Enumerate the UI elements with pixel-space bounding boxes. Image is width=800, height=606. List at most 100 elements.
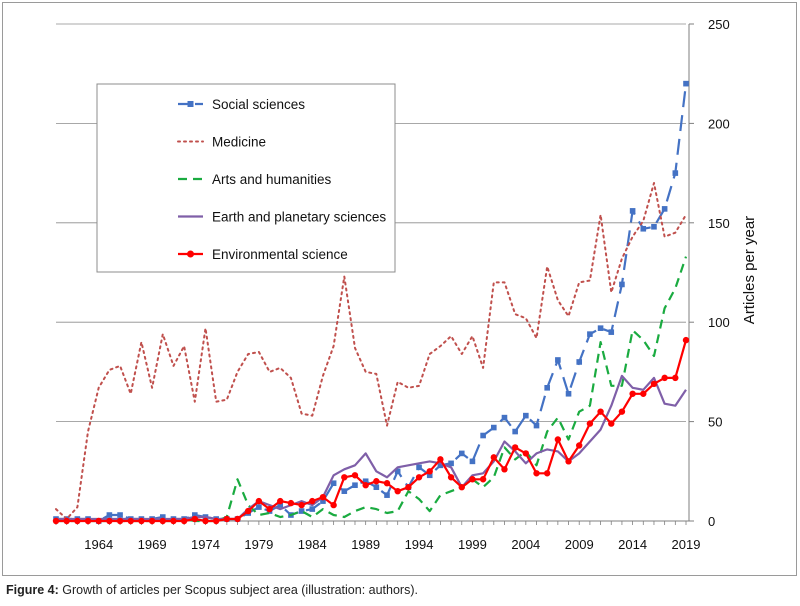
data-point-environmental-science xyxy=(458,484,465,491)
data-point-environmental-science xyxy=(661,374,668,382)
data-point-social-sciences xyxy=(651,223,657,230)
data-point-environmental-science xyxy=(373,478,380,485)
data-point-social-sciences xyxy=(544,385,550,391)
data-point-social-sciences xyxy=(480,432,486,439)
x-tick-label: 1999 xyxy=(458,537,487,552)
caption-text: Growth of articles per Scopus subject ar… xyxy=(58,583,418,597)
data-point-environmental-science xyxy=(245,507,252,515)
legend-label-arts-and-humanities: Arts and humanities xyxy=(212,172,332,187)
data-point-social-sciences xyxy=(117,512,123,518)
x-tick-label: 2019 xyxy=(672,537,701,552)
data-point-environmental-science xyxy=(266,505,273,513)
data-point-environmental-science xyxy=(234,515,241,523)
data-point-environmental-science xyxy=(682,336,690,344)
data-point-social-sciences xyxy=(533,422,540,429)
data-point-environmental-science xyxy=(629,390,636,397)
data-point-environmental-science xyxy=(437,456,444,463)
y-axis-title: Articles per year xyxy=(741,216,758,324)
data-point-environmental-science xyxy=(490,454,497,461)
data-point-environmental-science xyxy=(309,497,316,505)
y-tick-label: 200 xyxy=(708,116,730,131)
y-tick-label: 100 xyxy=(708,315,730,330)
x-tick-label: 1984 xyxy=(298,537,327,552)
data-point-environmental-science xyxy=(52,517,60,525)
data-point-social-sciences xyxy=(587,331,593,337)
data-point-environmental-science xyxy=(84,517,92,525)
data-point-social-sciences xyxy=(192,512,198,518)
legend-marker-social-sciences xyxy=(187,101,194,107)
data-point-social-sciences xyxy=(309,506,316,512)
data-point-environmental-science xyxy=(255,497,263,505)
data-point-social-sciences xyxy=(277,502,284,508)
data-point-environmental-science xyxy=(447,474,455,481)
data-point-environmental-science xyxy=(341,474,348,481)
data-point-environmental-science xyxy=(618,408,626,415)
data-point-social-sciences xyxy=(661,206,668,212)
data-point-social-sciences xyxy=(565,390,572,397)
data-point-social-sciences xyxy=(683,80,689,87)
data-point-social-sciences xyxy=(629,208,636,214)
data-point-environmental-science xyxy=(554,436,562,443)
x-tick-label: 2014 xyxy=(618,537,647,552)
caption-label: Figure 4: xyxy=(6,583,59,597)
data-point-environmental-science xyxy=(63,517,70,525)
x-tick-label: 1974 xyxy=(191,537,220,552)
data-point-social-sciences xyxy=(426,472,433,479)
data-point-environmental-science xyxy=(640,390,647,397)
legend-label-environmental-science: Environmental science xyxy=(212,247,348,262)
data-point-environmental-science xyxy=(298,501,305,509)
y-tick-label: 50 xyxy=(708,415,722,430)
data-point-environmental-science xyxy=(202,517,209,525)
data-point-social-sciences xyxy=(597,325,604,331)
data-point-environmental-science xyxy=(576,442,583,449)
figure-caption: Figure 4: Growth of articles per Scopus … xyxy=(6,583,418,597)
data-point-social-sciences xyxy=(330,480,337,487)
y-tick-label: 150 xyxy=(708,216,730,231)
data-point-environmental-science xyxy=(330,501,337,509)
data-point-social-sciences xyxy=(384,492,390,498)
data-point-environmental-science xyxy=(533,470,540,477)
x-tick-label: 1964 xyxy=(84,537,113,552)
data-point-environmental-science xyxy=(608,420,615,427)
legend-marker-environmental-science xyxy=(187,250,194,258)
data-point-environmental-science xyxy=(74,517,81,525)
data-point-social-sciences xyxy=(373,484,380,491)
x-tick-label: 1979 xyxy=(244,537,273,552)
line-chart: 0 50 100 150 200 250 1964 1969 1974 1979 1984 1989 1… xyxy=(2,2,797,576)
data-point-social-sciences xyxy=(523,412,529,419)
data-point-environmental-science xyxy=(522,450,530,457)
data-point-environmental-science xyxy=(212,517,220,525)
data-point-environmental-science xyxy=(319,493,327,501)
data-point-environmental-science xyxy=(672,374,679,382)
data-point-social-sciences xyxy=(256,504,262,510)
data-point-environmental-science xyxy=(170,517,177,525)
data-point-environmental-science xyxy=(106,517,113,525)
data-point-social-sciences xyxy=(362,478,369,485)
legend-label-earth-and-planetary-sciences: Earth and planetary sciences xyxy=(212,210,386,225)
data-point-environmental-science xyxy=(469,476,476,483)
legend: Social sciences Medicine Arts and humaniti… xyxy=(96,83,396,273)
data-point-environmental-science xyxy=(597,408,604,415)
data-point-environmental-science xyxy=(351,472,359,479)
data-point-environmental-science xyxy=(426,468,433,475)
data-point-social-sciences xyxy=(437,462,444,469)
data-point-social-sciences xyxy=(608,329,615,335)
legend-label-social-sciences: Social sciences xyxy=(212,97,305,112)
data-point-social-sciences xyxy=(448,460,454,467)
data-point-environmental-science xyxy=(191,515,199,523)
data-point-social-sciences xyxy=(640,225,647,232)
x-tick-label: 2004 xyxy=(511,537,540,552)
x-tick-label: 1969 xyxy=(138,537,167,552)
data-point-environmental-science xyxy=(287,499,295,507)
data-point-environmental-science xyxy=(650,380,658,388)
data-point-social-sciences xyxy=(341,488,348,494)
data-point-social-sciences xyxy=(106,512,113,518)
data-point-environmental-science xyxy=(405,484,412,491)
series-group xyxy=(52,80,690,525)
x-tick-label: 2009 xyxy=(565,537,594,552)
data-point-environmental-science xyxy=(394,487,401,495)
data-point-environmental-science xyxy=(501,466,508,473)
legend-box xyxy=(96,83,396,273)
data-point-social-sciences xyxy=(320,498,326,504)
